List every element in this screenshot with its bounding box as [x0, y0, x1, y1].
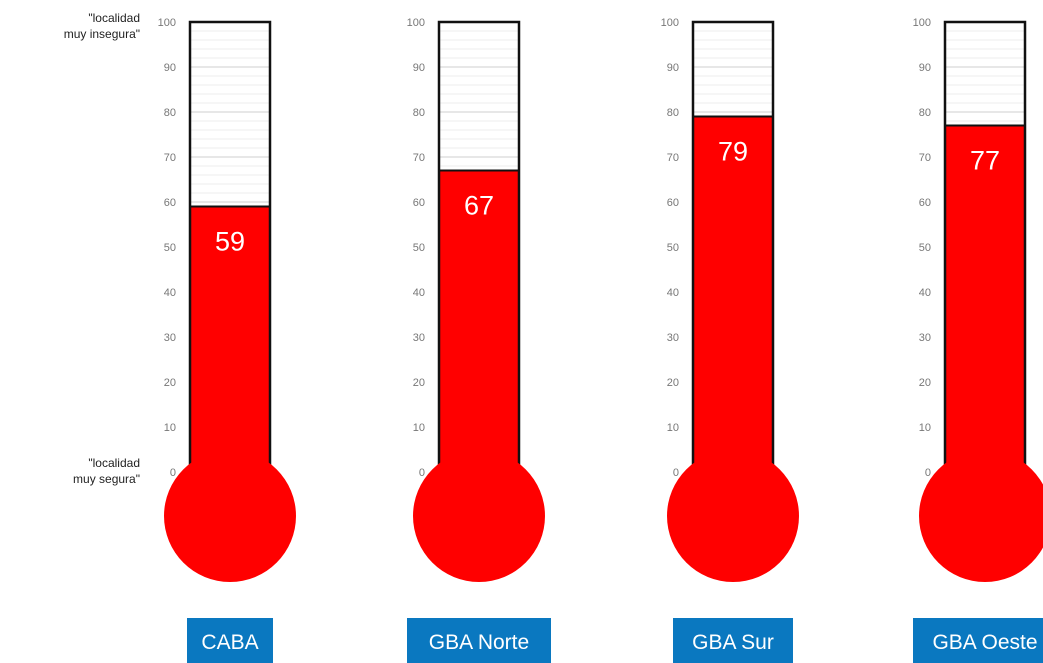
- tick-label: 100: [407, 17, 425, 29]
- value-label: 79: [718, 137, 748, 167]
- tick-label: 50: [667, 242, 679, 254]
- tick-label: 100: [913, 17, 931, 29]
- tick-label: 10: [413, 422, 425, 434]
- category-box: [407, 618, 551, 663]
- value-fill: [439, 170, 519, 492]
- thermometer-caba: 0 10 20 30 40 50 60 70 80 90 100 59 CABA: [158, 17, 296, 663]
- tick-label: 0: [673, 467, 679, 479]
- tick-label: 100: [661, 17, 679, 29]
- tick-label: 10: [667, 422, 679, 434]
- tick-label: 20: [164, 377, 176, 389]
- tick-label: 80: [919, 107, 931, 119]
- value-label: 77: [970, 146, 1000, 176]
- tick-label: 80: [413, 107, 425, 119]
- tick-label: 20: [667, 377, 679, 389]
- tick-label: 60: [164, 197, 176, 209]
- thermometer-bulb: [667, 450, 799, 582]
- category-label: GBA Oeste: [932, 631, 1037, 654]
- category-label: GBA Norte: [429, 631, 529, 654]
- thermometer-gba-sur: 0 10 20 30 40 50 60 70 80 90 100 79 GBA Sur: [661, 17, 799, 663]
- category-label: CABA: [201, 631, 258, 654]
- thermometer-gba-oeste: 0 10 20 30 40 50 60 70 80 90 100 77 GBA Oeste: [913, 17, 1043, 663]
- thermometer-bulb: [919, 450, 1043, 582]
- tick-label: 40: [413, 287, 425, 299]
- tick-label: 0: [925, 467, 931, 479]
- tick-label: 30: [667, 332, 679, 344]
- tick-label: 50: [413, 242, 425, 254]
- tick-label: 70: [413, 152, 425, 164]
- tick-label: 50: [919, 242, 931, 254]
- annotation-bottom: "localidad muy segura": [73, 456, 140, 486]
- tick-label: 70: [919, 152, 931, 164]
- tick-label: 0: [170, 467, 176, 479]
- tick-label: 30: [164, 332, 176, 344]
- value-label: 59: [215, 227, 245, 257]
- tube-outline: [943, 20, 1027, 472]
- tick-label: 80: [164, 107, 176, 119]
- tick-label: 70: [164, 152, 176, 164]
- thermometer-bulb: [413, 450, 545, 582]
- value-fill: [190, 206, 270, 492]
- tick-label: 10: [919, 422, 931, 434]
- tick-label: 20: [919, 377, 931, 389]
- tick-label: 40: [919, 287, 931, 299]
- tick-label: 70: [667, 152, 679, 164]
- tick-label: 90: [413, 62, 425, 74]
- tick-label: 90: [667, 62, 679, 74]
- tick-label: 20: [413, 377, 425, 389]
- tick-label: 30: [413, 332, 425, 344]
- category-label: GBA Sur: [692, 631, 774, 654]
- thermometer-bulb: [164, 450, 296, 582]
- tube-outline: [188, 20, 272, 472]
- tube-outline: [691, 20, 775, 472]
- tick-label: 60: [919, 197, 931, 209]
- category-box: [673, 618, 793, 663]
- tick-label: 90: [919, 62, 931, 74]
- category-box: [913, 618, 1043, 663]
- tick-label: 100: [158, 17, 176, 29]
- tube-outline: [437, 20, 521, 472]
- value-fill: [693, 116, 773, 492]
- value-fill: [945, 125, 1025, 492]
- annotation-top: "localidad muy insegura": [63, 11, 140, 41]
- tick-label: 50: [164, 242, 176, 254]
- tick-label: 10: [164, 422, 176, 434]
- value-label: 67: [464, 191, 494, 221]
- category-box: [187, 618, 273, 663]
- tick-label: 90: [164, 62, 176, 74]
- tick-label: 60: [413, 197, 425, 209]
- tick-label: 80: [667, 107, 679, 119]
- tick-label: 40: [164, 287, 176, 299]
- thermometer-gba-norte: 0 10 20 30 40 50 60 70 80 90 100 67 GBA Norte: [407, 17, 551, 663]
- tick-label: 30: [919, 332, 931, 344]
- tick-label: 0: [419, 467, 425, 479]
- tick-label: 40: [667, 287, 679, 299]
- tick-label: 60: [667, 197, 679, 209]
